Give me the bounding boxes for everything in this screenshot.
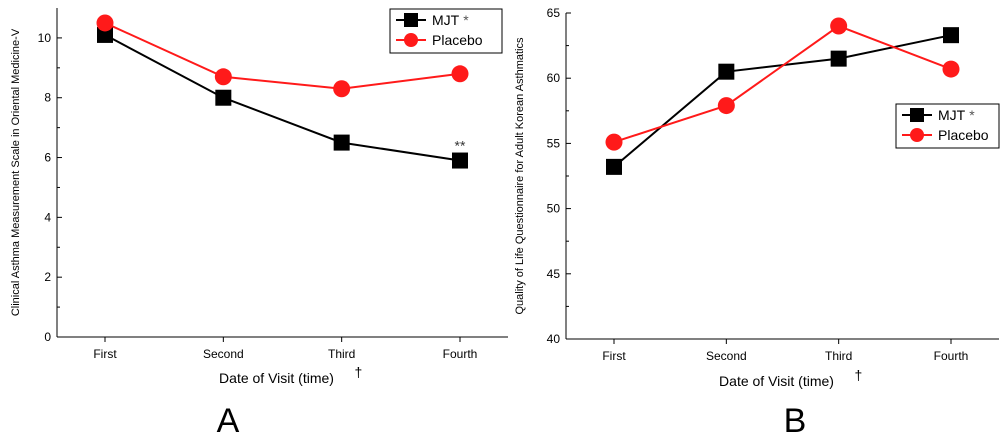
- y-tick-label: 2: [44, 270, 51, 284]
- data-point-placebo: [942, 60, 960, 78]
- y-tick-label: 60: [547, 71, 561, 85]
- data-point-mjt: [718, 63, 735, 80]
- y-tick-label: 40: [547, 332, 561, 346]
- x-tick-label: First: [602, 349, 626, 363]
- significance-annotation: **: [455, 138, 466, 154]
- data-point-mjt: [452, 152, 468, 169]
- y-axis-label: Quality of Life Questionnaire for Adult …: [514, 37, 526, 314]
- data-point-placebo: [451, 65, 469, 83]
- series-line-placebo: [613, 24, 952, 144]
- x-axis-label-mark: †: [355, 364, 363, 380]
- legend-label-mjt: MJT: [432, 12, 460, 28]
- y-tick-label: 45: [547, 267, 561, 281]
- x-axis-label: Date of Visit (time): [719, 373, 834, 389]
- series-line-mjt: [104, 34, 461, 162]
- panel-label: A: [217, 402, 240, 440]
- data-point-placebo: [333, 80, 351, 98]
- y-axis-label: Clinical Asthma Measurement Scale in Ori…: [10, 28, 22, 316]
- y-tick-label: 6: [44, 151, 51, 165]
- legend: MJT * Placebo: [389, 8, 503, 54]
- y-tick-label: 4: [44, 210, 51, 224]
- y-tick-label: 10: [38, 31, 52, 45]
- data-point-placebo: [605, 133, 623, 151]
- legend-label-mark: *: [969, 107, 975, 123]
- legend-label-mark: *: [463, 12, 469, 28]
- legend-label-placebo: Placebo: [938, 127, 989, 143]
- x-tick-label: First: [93, 347, 117, 361]
- y-tick-label: 55: [547, 136, 561, 150]
- y-tick-label: 0: [44, 330, 51, 344]
- x-tick-label: Fourth: [934, 349, 969, 363]
- x-axis-label-mark: †: [855, 367, 863, 383]
- data-point-mjt: [215, 89, 232, 106]
- legend-marker-placebo: [910, 128, 924, 142]
- legend: MJT * Placebo: [895, 103, 1000, 149]
- data-point-placebo: [830, 17, 848, 35]
- data-point-placebo: [96, 14, 114, 32]
- legend-marker-placebo: [404, 33, 418, 47]
- data-point-placebo: [717, 97, 735, 115]
- legend-label-mjt: MJT: [938, 107, 966, 123]
- data-point-placebo: [214, 68, 232, 86]
- legend-label-placebo: Placebo: [432, 32, 483, 48]
- data-point-mjt: [830, 50, 847, 67]
- panel-label: B: [784, 402, 807, 440]
- x-tick-label: Second: [203, 347, 244, 361]
- y-tick-label: 50: [547, 202, 561, 216]
- data-point-mjt: [943, 27, 959, 44]
- y-tick-label: 65: [547, 6, 561, 20]
- x-tick-label: Fourth: [443, 347, 478, 361]
- data-point-mjt: [606, 158, 622, 175]
- data-point-mjt: [97, 26, 113, 43]
- data-point-mjt: [333, 134, 350, 151]
- series-line-placebo: [104, 22, 461, 90]
- x-axis-label: Date of Visit (time): [219, 370, 334, 386]
- chart-panel-a: 0 2 4 6 8 10 First Second Third Fourth Date of Vis…: [10, 8, 508, 440]
- legend-marker-mjt: [404, 13, 418, 27]
- x-tick-label: Second: [706, 349, 747, 363]
- chart-panel-b: 40 45 50 55 60 65 First Second Third Fourth Date o…: [514, 6, 1000, 440]
- legend-marker-mjt: [910, 108, 924, 122]
- x-tick-label: Third: [328, 347, 355, 361]
- x-tick-label: Third: [825, 349, 852, 363]
- y-tick-label: 8: [44, 91, 51, 105]
